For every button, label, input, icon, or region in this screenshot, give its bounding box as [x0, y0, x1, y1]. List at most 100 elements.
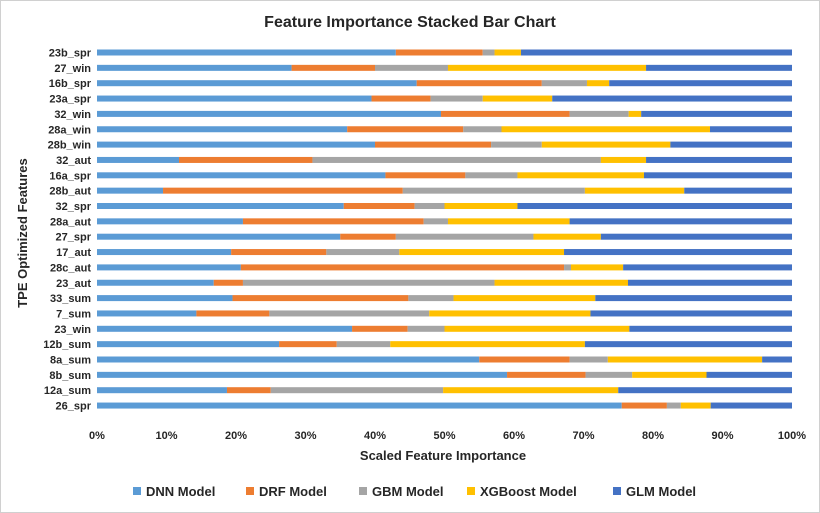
bar-segment-32_aut-glm-model	[646, 156, 792, 163]
x-tick-label: 0%	[89, 430, 105, 442]
bar-segment-32_spr-drf-model	[343, 203, 415, 209]
bar-segment-28b_win-dnn-model	[97, 141, 375, 148]
bar-segment-27_spr-glm-model	[600, 233, 793, 240]
bar-segment-28b_aut-glm-model	[684, 187, 792, 194]
bar-segment-7_sum-dnn-model	[97, 310, 197, 317]
category-label: 32_aut	[56, 155, 91, 167]
bar-segment-8a_sum-gbm-model	[569, 356, 608, 363]
bar-segment-28a_win-xgboost-model	[501, 126, 710, 133]
bar-segment-17_aut-gbm-model	[326, 249, 400, 256]
x-tick-label: 90%	[711, 430, 733, 442]
bar-segment-32_win-dnn-model	[97, 110, 442, 117]
category-label: 28a_win	[48, 124, 91, 136]
bar-segment-23_aut-xgboost-model	[494, 279, 628, 286]
x-tick-label: 80%	[642, 430, 664, 442]
bar-segment-7_sum-glm-model	[590, 310, 792, 317]
bar-segment-17_aut-glm-model	[564, 249, 792, 256]
bar-segment-7_sum-xgboost-model	[429, 310, 591, 317]
category-label: 27_win	[54, 63, 91, 75]
bar-segment-32_spr-gbm-model	[414, 203, 445, 209]
bar-segment-28a_win-drf-model	[347, 126, 464, 133]
bar-segment-28a_aut-dnn-model	[97, 218, 243, 225]
bar-segment-8b_sum-gbm-model	[585, 371, 633, 378]
bar-segment-8b_sum-glm-model	[706, 371, 792, 378]
x-tick-label: 60%	[503, 430, 525, 442]
bar-segment-17_aut-drf-model	[231, 249, 327, 256]
bar-segment-16a_spr-glm-model	[643, 172, 792, 179]
bar-segment-23a_spr-dnn-model	[97, 95, 372, 102]
bar-segment-27_spr-drf-model	[340, 233, 396, 240]
bar-segment-28a_aut-xgboost-model	[447, 218, 570, 225]
bar-segment-7_sum-gbm-model	[269, 310, 430, 317]
x-tick-label: 20%	[225, 430, 247, 442]
bar-segment-28a_win-dnn-model	[97, 126, 348, 133]
y-axis-title: TPE Optimized Features	[15, 158, 30, 308]
x-tick-label: 10%	[155, 430, 177, 442]
bar-segment-12b_sum-glm-model	[584, 341, 792, 348]
category-label: 33_sum	[50, 293, 91, 305]
bar-segment-28c_aut-drf-model	[240, 264, 565, 271]
category-label: 32_win	[54, 109, 91, 121]
bar-segment-12a_sum-dnn-model	[97, 387, 227, 394]
bar-segment-23a_spr-drf-model	[371, 95, 431, 102]
legend-swatch	[246, 487, 254, 495]
category-label: 28b_win	[48, 140, 92, 152]
legend-swatch	[467, 487, 475, 495]
bar-segment-16b_spr-dnn-model	[97, 80, 417, 87]
bar-segment-33_sum-xgboost-model	[453, 295, 596, 302]
bar-segment-8a_sum-glm-model	[762, 356, 792, 363]
bar-segment-26_spr-gbm-model	[666, 402, 681, 409]
bar-segment-28b_win-glm-model	[670, 141, 793, 148]
bar-segment-28b_win-gbm-model	[491, 141, 542, 148]
bar-segment-27_win-glm-model	[646, 64, 792, 71]
bar-segment-23_win-xgboost-model	[444, 325, 630, 332]
bar-segment-27_spr-gbm-model	[395, 233, 534, 240]
category-label: 23b_spr	[49, 48, 92, 60]
bar-segment-28a_win-glm-model	[709, 126, 792, 133]
bar-segment-8a_sum-drf-model	[479, 356, 570, 363]
legend-label: DNN Model	[146, 484, 215, 499]
legend-swatch	[613, 487, 621, 495]
category-label: 12b_sum	[43, 339, 91, 351]
bar-segment-23_win-dnn-model	[97, 325, 353, 332]
bar-segment-28b_aut-gbm-model	[402, 187, 585, 194]
bar-segment-32_aut-drf-model	[179, 156, 313, 163]
bar-segment-33_sum-glm-model	[595, 295, 793, 302]
bars-group	[97, 49, 793, 409]
bar-segment-28a_aut-gbm-model	[423, 218, 448, 225]
bar-segment-23_win-glm-model	[629, 325, 792, 332]
bar-segment-12a_sum-drf-model	[226, 387, 271, 394]
bar-segment-8a_sum-dnn-model	[97, 356, 480, 363]
category-labels: 23b_spr 27_win 16b_spr 23a_spr 32_win 28a_win…	[43, 48, 91, 413]
bar-segment-32_win-gbm-model	[569, 110, 629, 117]
bar-segment-8b_sum-xgboost-model	[632, 371, 707, 378]
bar-segment-16a_spr-xgboost-model	[517, 172, 644, 179]
category-label: 17_aut	[56, 247, 91, 259]
bar-segment-26_spr-dnn-model	[97, 402, 622, 409]
x-tick-label: 30%	[294, 430, 316, 442]
bar-segment-8b_sum-drf-model	[507, 371, 586, 378]
bar-segment-23a_spr-gbm-model	[430, 95, 483, 102]
bar-segment-23_win-gbm-model	[407, 325, 445, 332]
bar-segment-17_aut-dnn-model	[97, 249, 232, 256]
bar-segment-23b_spr-dnn-model	[97, 49, 396, 56]
legend-label: GBM Model	[372, 484, 444, 499]
bar-segment-27_win-drf-model	[291, 64, 375, 71]
legend-label: XGBoost Model	[480, 484, 577, 499]
category-label: 8a_sum	[50, 355, 91, 367]
x-tick-label: 50%	[433, 430, 455, 442]
bar-segment-28b_aut-xgboost-model	[584, 187, 685, 194]
bar-segment-28c_aut-dnn-model	[97, 264, 241, 271]
bar-segment-32_spr-glm-model	[517, 203, 792, 209]
bar-segment-27_spr-xgboost-model	[533, 233, 601, 240]
legend-label: DRF Model	[259, 484, 327, 499]
bar-segment-32_aut-dnn-model	[97, 156, 180, 163]
legend-swatch	[133, 487, 141, 495]
bar-segment-23_aut-gbm-model	[242, 279, 495, 286]
x-tick-label: 70%	[572, 430, 594, 442]
bar-segment-12b_sum-xgboost-model	[390, 341, 585, 348]
bar-segment-8a_sum-xgboost-model	[607, 356, 763, 363]
legend-label: GLM Model	[626, 484, 696, 499]
bar-segment-23_win-drf-model	[352, 325, 408, 332]
